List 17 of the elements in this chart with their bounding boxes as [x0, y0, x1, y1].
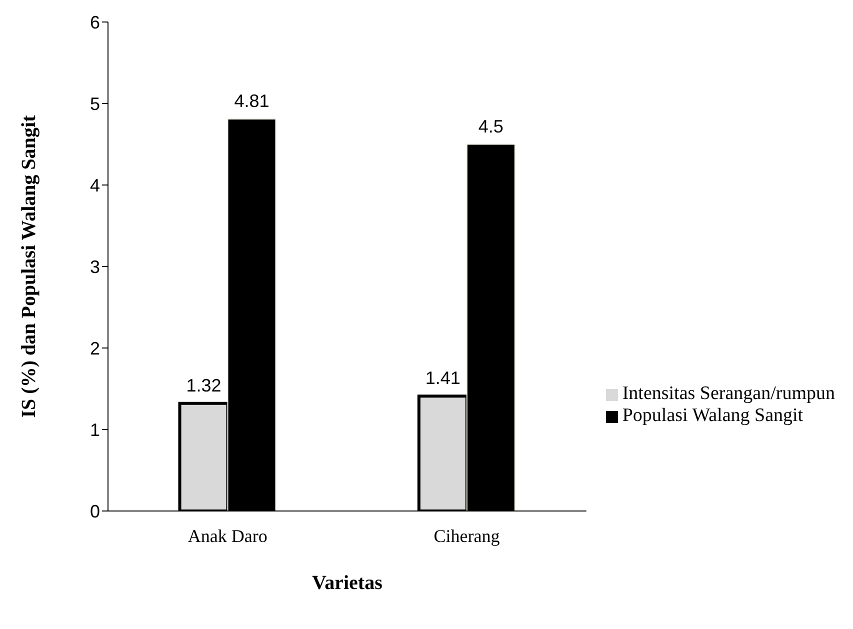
y-axis-title: IS (%) dan Populasi Walang Sangit [18, 114, 40, 418]
y-tick-label: 0 [90, 501, 100, 522]
y-tick-label: 6 [90, 12, 100, 32]
legend-label: Intensitas Serangan/rumpun [622, 383, 835, 404]
legend-label: Populasi Walang Sangit [622, 405, 804, 426]
y-tick-label: 5 [90, 94, 100, 114]
x-tick-label: Ciherang [434, 526, 500, 546]
data-label: 1.32 [186, 375, 222, 396]
y-tick-label: 3 [90, 256, 100, 277]
data-label: 4.81 [234, 90, 270, 111]
y-tick-label: 1 [90, 420, 100, 440]
data-label: 4.5 [478, 116, 504, 136]
y-tick-label: 4 [90, 175, 100, 196]
x-axis-title: Varietas [312, 572, 383, 594]
data-label: 1.41 [425, 368, 460, 388]
y-tick-label: 2 [90, 338, 100, 358]
x-tick-label: Anak Daro [188, 526, 268, 546]
